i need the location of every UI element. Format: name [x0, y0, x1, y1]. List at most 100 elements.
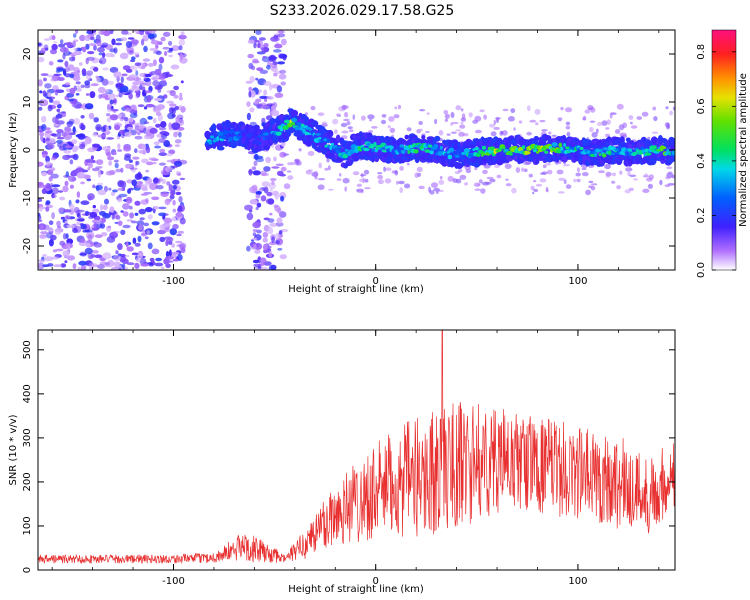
noise-blob [149, 257, 155, 262]
noise-blob [51, 256, 60, 260]
y-tick-label: -20 [22, 238, 33, 254]
noise-blob [147, 242, 153, 250]
noise-blob [281, 38, 287, 46]
signal-halo [366, 132, 373, 139]
noise-blob [115, 82, 124, 89]
noise-blob [589, 120, 596, 123]
noise-blob [563, 179, 567, 185]
noise-blob [78, 62, 83, 66]
noise-blob [110, 108, 119, 112]
signal-halo [309, 137, 316, 142]
noise-blob [426, 112, 430, 115]
noise-blob [385, 167, 392, 171]
noise-blob [50, 167, 56, 172]
noise-blob [546, 169, 553, 175]
noise-blob [267, 198, 275, 205]
noise-blob [92, 143, 100, 148]
noise-blob [43, 77, 47, 82]
noise-blob [169, 228, 177, 236]
noise-blob [180, 80, 184, 84]
noise-blob [39, 90, 43, 94]
noise-blob [63, 150, 72, 154]
noise-blob [59, 196, 66, 201]
noise-blob [155, 50, 162, 56]
noise-blob [271, 180, 275, 186]
signal-core [210, 135, 215, 139]
noise-blob [318, 162, 323, 169]
noise-blob [41, 188, 47, 195]
noise-blob [38, 106, 43, 111]
noise-blob [103, 130, 111, 135]
noise-blob [324, 167, 329, 171]
noise-blob [259, 257, 267, 265]
noise-blob [166, 153, 173, 157]
noise-blob [72, 228, 78, 234]
noise-blob [163, 258, 170, 265]
signal-core [617, 145, 622, 151]
noise-blob [91, 249, 99, 254]
noise-blob [356, 183, 363, 187]
noise-blob [261, 181, 270, 188]
noise-blob [140, 263, 150, 267]
signal-core [315, 133, 322, 136]
noise-blob [80, 84, 85, 89]
y-tick-label: 20 [22, 48, 33, 61]
noise-blob [451, 121, 459, 125]
noise-blob [263, 81, 272, 86]
noise-blob [128, 205, 133, 210]
noise-blob [155, 257, 163, 262]
noise-blob [56, 132, 62, 138]
noise-blob [81, 68, 87, 76]
signal-core [459, 155, 466, 160]
noise-blob [564, 107, 573, 113]
noise-blob [113, 152, 117, 155]
noise-blob [113, 71, 122, 79]
noise-blob [59, 47, 69, 53]
noise-blob [394, 170, 399, 176]
noise-blob [352, 114, 356, 120]
noise-blob [434, 118, 438, 125]
noise-blob [262, 231, 269, 238]
noise-blob [263, 89, 267, 96]
noise-blob [641, 111, 649, 117]
noise-blob [444, 118, 449, 123]
noise-blob [97, 264, 105, 270]
noise-blob [143, 45, 148, 53]
noise-blob [38, 206, 43, 212]
noise-blob [259, 95, 268, 100]
noise-blob [42, 254, 47, 257]
noise-blob [122, 211, 129, 217]
noise-blob [104, 89, 110, 93]
noise-blob [344, 186, 348, 192]
noise-blob [269, 222, 277, 227]
noise-blob [158, 206, 167, 210]
noise-blob [115, 250, 119, 255]
noise-blob [104, 262, 111, 266]
noise-blob [524, 168, 528, 173]
signal-core [253, 140, 259, 145]
noise-blob [106, 152, 112, 157]
noise-blob [118, 193, 128, 198]
noise-blob [102, 252, 112, 260]
noise-blob [287, 175, 294, 180]
noise-blob [596, 121, 603, 127]
noise-blob [534, 108, 541, 115]
noise-blob [103, 30, 111, 37]
noise-blob [499, 130, 504, 136]
noise-blob [501, 130, 508, 136]
signal-halo [327, 129, 334, 138]
noise-blob [255, 30, 262, 35]
signal-core [544, 150, 549, 154]
noise-blob [659, 179, 663, 186]
noise-blob [108, 187, 112, 191]
signal-core [317, 136, 322, 140]
noise-blob [112, 99, 117, 104]
noise-blob [619, 132, 627, 138]
noise-blob [101, 78, 109, 86]
noise-blob [112, 189, 118, 193]
noise-blob [46, 143, 55, 150]
noise-blob [630, 121, 633, 125]
noise-blob [120, 229, 126, 235]
noise-blob [97, 170, 101, 178]
noise-blob [94, 254, 103, 259]
